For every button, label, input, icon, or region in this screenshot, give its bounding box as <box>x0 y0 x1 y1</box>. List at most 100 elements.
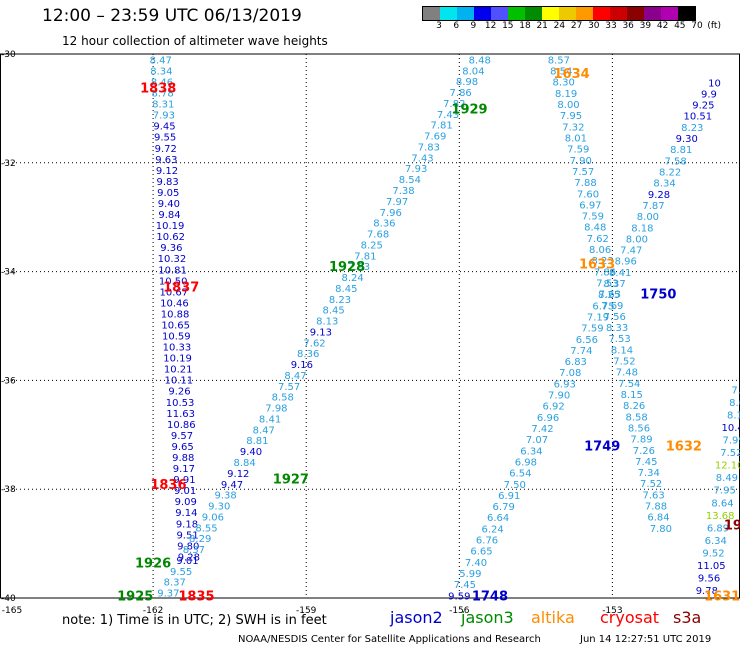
wave-height-value: 10 <box>708 78 721 89</box>
wave-height-value: 7.81 <box>354 251 376 262</box>
wave-height-value: 7.56 <box>604 312 626 323</box>
wave-height-value: 6.93 <box>554 379 576 390</box>
wave-height-value: 7.48 <box>616 368 638 379</box>
wave-height-value: 7.98 <box>265 404 287 415</box>
wave-height-value: 7.88 <box>645 502 667 513</box>
footnote: note: 1) Time is in UTC; 2) SWH is in fe… <box>62 613 327 628</box>
wave-height-value: 10.33 <box>163 343 192 354</box>
wave-height-value: 8.46 <box>151 78 173 89</box>
wave-height-value: 7.59 <box>581 324 603 335</box>
wave-height-value: 7.54 <box>618 379 640 390</box>
color-scale-bar <box>422 6 696 21</box>
plot-frame <box>0 53 740 599</box>
legend-jason2: jason2 <box>390 608 443 627</box>
wave-height-value: 9.40 <box>158 199 180 210</box>
wave-height-value: 8.34 <box>150 66 172 77</box>
wave-height-value: 9.38 <box>214 491 236 502</box>
wave-height-value: 10.88 <box>161 309 190 320</box>
color-scale-label: 12 <box>484 21 497 31</box>
color-swatch <box>474 7 491 20</box>
wave-height-value: 7.83 <box>418 142 440 153</box>
wave-height-value: 7.19 <box>587 312 609 323</box>
wave-height-value: 8.58 <box>272 393 294 404</box>
pass-time-label: 1837 <box>163 280 199 295</box>
wave-height-value: 7.32 <box>562 122 584 133</box>
pass-time-label: 1750 <box>640 287 676 302</box>
wave-height-value: 7.93 <box>405 164 427 175</box>
pass-time-label: 1632 <box>666 440 702 455</box>
wave-height-value: 10.11 <box>165 376 194 387</box>
wave-height-value: 9.47 <box>221 480 243 491</box>
pass-time-label: 1634 <box>553 67 589 82</box>
wave-height-value: 6.54 <box>509 469 531 480</box>
credit-line: NOAA/NESDIS Center for Satellite Applica… <box>238 634 541 645</box>
wave-height-value: 8.54 <box>399 175 421 186</box>
color-scale-label: 39 <box>639 21 652 31</box>
wave-height-value: 9.78 <box>696 586 718 597</box>
pass-time-label: 1925 <box>117 589 153 604</box>
color-swatch <box>542 7 559 20</box>
wave-height-value: 10.19 <box>163 354 192 365</box>
wave-height-value: 8.81 <box>670 145 692 156</box>
color-swatch <box>457 7 474 20</box>
wave-height-value: 7.96 <box>380 208 402 219</box>
pass-time-label: 1926 <box>135 557 171 572</box>
wave-height-value: 8.23 <box>681 123 703 134</box>
wave-height-value: 7.45 <box>635 457 657 468</box>
legend-altika: altika <box>531 608 575 627</box>
color-swatch <box>644 7 661 20</box>
color-scale-label: 36 <box>622 21 634 31</box>
wave-height-value: 9.40 <box>240 447 262 458</box>
color-scale-label: 30 <box>588 21 600 31</box>
wave-height-value: 7.50 <box>504 480 526 491</box>
color-swatch <box>627 7 644 20</box>
wave-height-value: 7.90 <box>570 156 592 167</box>
color-swatch <box>559 7 576 20</box>
wave-height-value: 9.12 <box>156 166 178 177</box>
wave-height-value: 7.86 <box>594 267 616 278</box>
wave-height-value: 7.53 <box>596 278 618 289</box>
wave-height-value: 10.65 <box>161 320 190 331</box>
wave-height-value: 7.95 <box>714 486 736 497</box>
wave-height-value: 8.29 <box>189 534 211 545</box>
pass-time-label: 1838 <box>140 82 176 97</box>
wave-height-value: 7.80 <box>650 524 672 535</box>
y-tick-label: -40 <box>1 594 16 604</box>
wave-height-value: 9.59 <box>448 591 470 602</box>
wave-height-value: 6.98 <box>515 457 537 468</box>
wave-height-value: 7.60 <box>577 189 599 200</box>
wave-height-value: 7.08 <box>559 368 581 379</box>
wave-height-value: 8.98 <box>456 77 478 88</box>
wave-height-value: 9.12 <box>227 469 249 480</box>
wave-height-value: 10.19 <box>156 221 185 232</box>
wave-height-value: 8.25 <box>361 240 383 251</box>
wave-height-value: 8.47 <box>284 371 306 382</box>
wave-height-value: 9.17 <box>173 464 195 475</box>
wave-height-value: 7.52 <box>613 357 635 368</box>
wave-height-value: 7.69 <box>601 301 623 312</box>
wave-height-value: 9.13 <box>310 327 332 338</box>
wave-height-value: 6.75 <box>592 301 614 312</box>
wave-height-value: 7.90 <box>548 391 570 402</box>
pass-time-label: 1927 <box>273 472 309 487</box>
wave-height-value: 8.30 <box>553 78 575 89</box>
wave-height-value: 8.54 <box>550 67 572 78</box>
wave-height-value: 8.00 <box>557 100 579 111</box>
pass-time-label: 1633 <box>579 257 615 272</box>
wave-height-value: 8.25 <box>598 290 620 301</box>
wave-height-value: 8.24 <box>342 273 364 284</box>
wave-height-value: 8.14 <box>611 345 633 356</box>
color-swatch <box>678 7 695 20</box>
color-scale-label: 24 <box>553 21 566 31</box>
wave-height-value: 8.00 <box>637 212 659 223</box>
wave-height-value: 7.93 <box>348 262 370 273</box>
wave-height-value: 8.45 <box>335 284 357 295</box>
wave-height-value: 8.04 <box>462 66 484 77</box>
wave-height-value: 9.52 <box>702 548 724 559</box>
wave-height-value: 8.37 <box>183 545 205 556</box>
wave-height-value: 9.30 <box>676 134 698 145</box>
wave-height-value: 6.92 <box>542 402 564 413</box>
color-scale-label: 15 <box>502 21 514 31</box>
wave-height-value: 10.50 <box>159 276 188 287</box>
